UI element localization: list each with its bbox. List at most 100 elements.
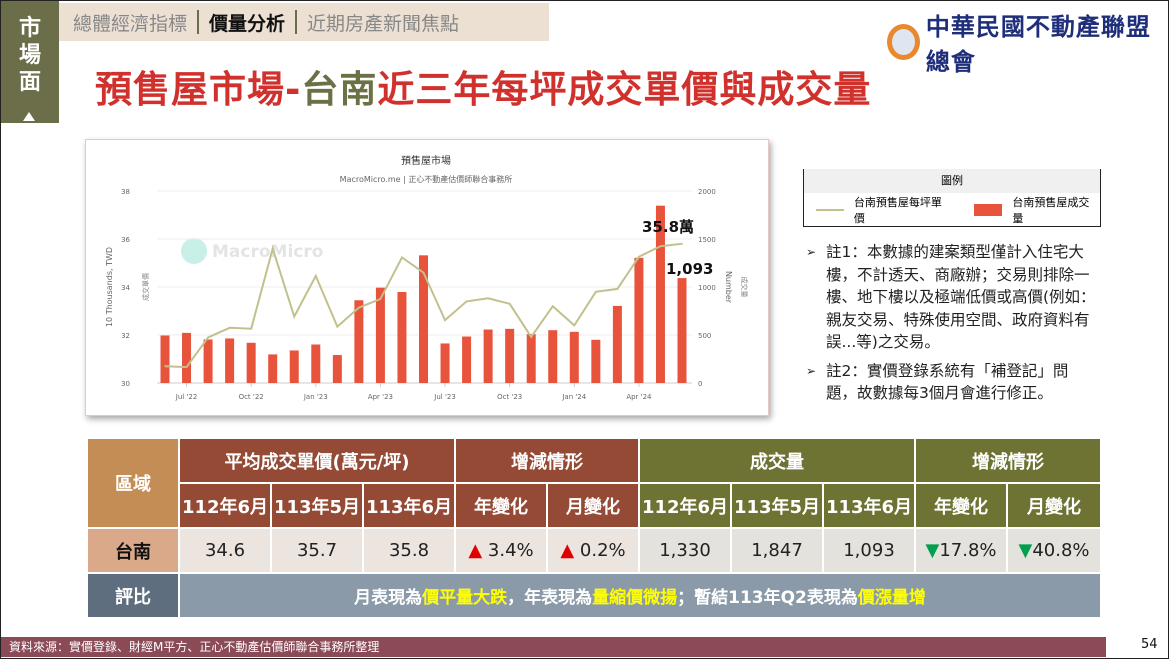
nav-divider (197, 10, 200, 34)
volume-bar (289, 350, 299, 383)
price-point (358, 306, 360, 309)
y-right-tick: 0 (698, 380, 702, 388)
price-point (638, 255, 640, 258)
nav-divider (295, 10, 298, 34)
legend-item-volume: 台南預售屋成交量 (1012, 196, 1090, 225)
legend: 圖例 台南預售屋每坪單價 台南預售屋成交量 (803, 169, 1101, 227)
note-2: 註2：實價登錄系統有「補登記」問題，故數據每3個月會進行修正。 (826, 361, 1069, 403)
volume-bar (569, 331, 579, 383)
period-header: 112年6月 (638, 482, 732, 529)
y-left-tick: 32 (121, 332, 130, 340)
chart-card: 預售屋市場 MacroMicro.me | 正心不動產估價師聯合事務所 Macr… (85, 139, 769, 416)
y-right-label: Number (724, 271, 733, 304)
price-cell: 35.7 (270, 527, 364, 574)
price-point (508, 303, 511, 305)
price-annotation: 35.8萬 (642, 218, 694, 236)
price-change-header: 增減情形 (454, 437, 640, 484)
volume-bar (397, 291, 407, 383)
mom-header: 月變化 (1006, 482, 1102, 529)
price-point (551, 305, 554, 307)
volume-bar (354, 300, 364, 383)
volume-bar (634, 257, 644, 383)
arrow-bullet-icon: ➢ (806, 245, 817, 259)
price-point (271, 247, 274, 250)
volume-bar (160, 335, 170, 383)
volume-bar (203, 339, 213, 383)
nav-item-macro[interactable]: 總體經濟指標 (73, 12, 188, 35)
price-point (293, 315, 296, 318)
rating-text: 月表現為價平量大跌，年表現為量縮價微揚；暫結113年Q2表現為價漲量增 (178, 572, 1102, 619)
price-point (530, 336, 533, 338)
price-point (250, 327, 252, 330)
y-left-label: 10 Thousands, TWD (105, 247, 114, 327)
volume-yoy-value: 17.8% (939, 540, 997, 561)
y-left-tick: 36 (121, 236, 130, 244)
volume-change-header: 增減情形 (914, 437, 1102, 484)
rating-part: ；暫結113年Q2表現為 (677, 588, 858, 608)
triangle-up-icon (23, 112, 35, 121)
y-right-sublabel: 成交量 (740, 277, 749, 298)
section-tab-label: 市場面 (18, 16, 41, 95)
volume-cell: 1,847 (730, 527, 824, 574)
price-point (616, 288, 619, 290)
arrow-bullet-icon: ➢ (806, 363, 817, 378)
volume-bar (332, 355, 342, 383)
price-point (487, 297, 489, 300)
volume-bar (246, 342, 256, 383)
top-nav: 總體經濟指標 價量分析 近期房產新聞焦點 (59, 3, 549, 41)
volume-cell: 1,093 (822, 527, 916, 574)
price-point (595, 291, 597, 293)
volume-bar (462, 336, 472, 383)
legend-item-price: 台南預售屋每坪單價 (853, 196, 942, 225)
volume-bar (505, 328, 515, 383)
price-point (164, 365, 166, 367)
volume-bar (526, 334, 536, 383)
price-point (207, 336, 209, 339)
rating-highlight: 價平量大跌 (422, 588, 508, 608)
volume-yoy-cell: ▼17.8% (914, 527, 1008, 574)
triangle-down-icon: ▼ (925, 540, 940, 561)
period-header: 112年6月 (178, 482, 272, 529)
volume-bar (548, 330, 558, 383)
watermark: MacroMicro (212, 242, 323, 262)
volume-bar (311, 344, 321, 383)
period-header: 113年5月 (270, 482, 364, 529)
title-part: 預售屋市場- (95, 68, 302, 111)
x-tick-label: Apr '23 (368, 393, 393, 401)
price-point (379, 298, 382, 300)
chart-title: 預售屋市場 (401, 154, 451, 167)
chart-subtitle: MacroMicro.me | 正心不動產估價師聯合事務所 (340, 174, 513, 184)
price-point (422, 271, 425, 274)
price-point (659, 245, 662, 247)
y-right-tick: 2000 (698, 188, 716, 196)
x-tick-label: Oct '22 (239, 393, 264, 401)
volume-bar (591, 339, 601, 383)
volume-bar (268, 354, 278, 383)
volume-mom-value: 40.8% (1032, 540, 1090, 561)
x-tick-label: Jul '23 (433, 393, 456, 401)
y-right-tick: 1000 (698, 284, 716, 292)
price-point (444, 319, 446, 321)
nav-item-news[interactable]: 近期房產新聞焦點 (307, 12, 460, 35)
volume-bar (182, 332, 192, 383)
rating-highlight: 價漲量增 (857, 588, 926, 608)
volume-header: 成交量 (638, 437, 916, 484)
price-point (336, 325, 339, 328)
org-name: 中華民國不動產聯盟總會 (925, 12, 1151, 76)
yoy-header: 年變化 (914, 482, 1008, 529)
price-header: 平均成交單價(萬元/坪) (178, 437, 456, 484)
price-cell: 34.6 (178, 527, 272, 574)
volume-bar (419, 255, 428, 383)
x-tick-label: Oct '23 (497, 393, 522, 401)
section-tab[interactable]: 市場面 (1, 1, 59, 123)
nav-item-price-volume[interactable]: 價量分析 (209, 12, 286, 35)
combo-chart: 預售屋市場 MacroMicro.me | 正心不動產估價師聯合事務所 Macr… (105, 154, 749, 401)
source-footer: 資料來源：實價登錄、財經M平方、正心不動產估價師聯合事務所整理 (1, 637, 1106, 657)
title-part: 近三年每坪成交單價與成交量 (377, 68, 872, 111)
volume-bar (440, 343, 450, 383)
price-point (573, 324, 576, 327)
triangle-up-icon: ▲ (468, 540, 483, 561)
line-swatch-icon (816, 209, 844, 211)
city-cell: 台南 (86, 527, 180, 574)
period-header: 113年5月 (730, 482, 824, 529)
